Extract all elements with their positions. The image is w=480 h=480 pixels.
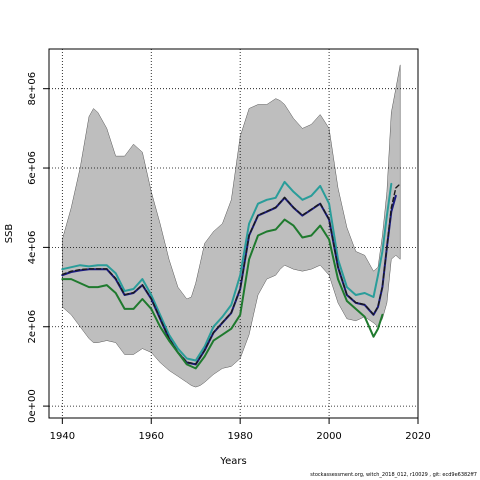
series-layer [61, 180, 401, 370]
x-axis-title: Years [219, 456, 246, 467]
y-tick-label: 0e+00 [27, 389, 38, 423]
y-tick-label: 6e+06 [27, 151, 38, 185]
y-tick-label: 8e+06 [27, 72, 38, 106]
x-tick-label: 1960 [139, 431, 164, 442]
y-tick-label: 2e+06 [27, 310, 38, 344]
y-axis-title: SSB [4, 224, 15, 244]
x-tick-label: 1980 [227, 431, 252, 442]
x-axis: 1940 1960 1980 2000 2020 [50, 418, 431, 442]
x-tick-label: 2020 [405, 431, 430, 442]
series-line-4 [61, 218, 384, 370]
x-tick-label: 2000 [316, 431, 341, 442]
y-axis: 0e+00 2e+06 4e+06 6e+06 8e+06 [27, 72, 49, 423]
plot-frame [48, 48, 419, 419]
series-line-3 [61, 183, 401, 365]
y-tick-label: 4e+06 [27, 231, 38, 265]
series-line-1 [61, 180, 393, 362]
confidence-band [62, 64, 401, 388]
footer-credit: stockassessment.org, witch_2018_012, r10… [310, 472, 477, 478]
x-tick-label: 1940 [50, 431, 75, 442]
confidence-band-layer [62, 64, 401, 388]
